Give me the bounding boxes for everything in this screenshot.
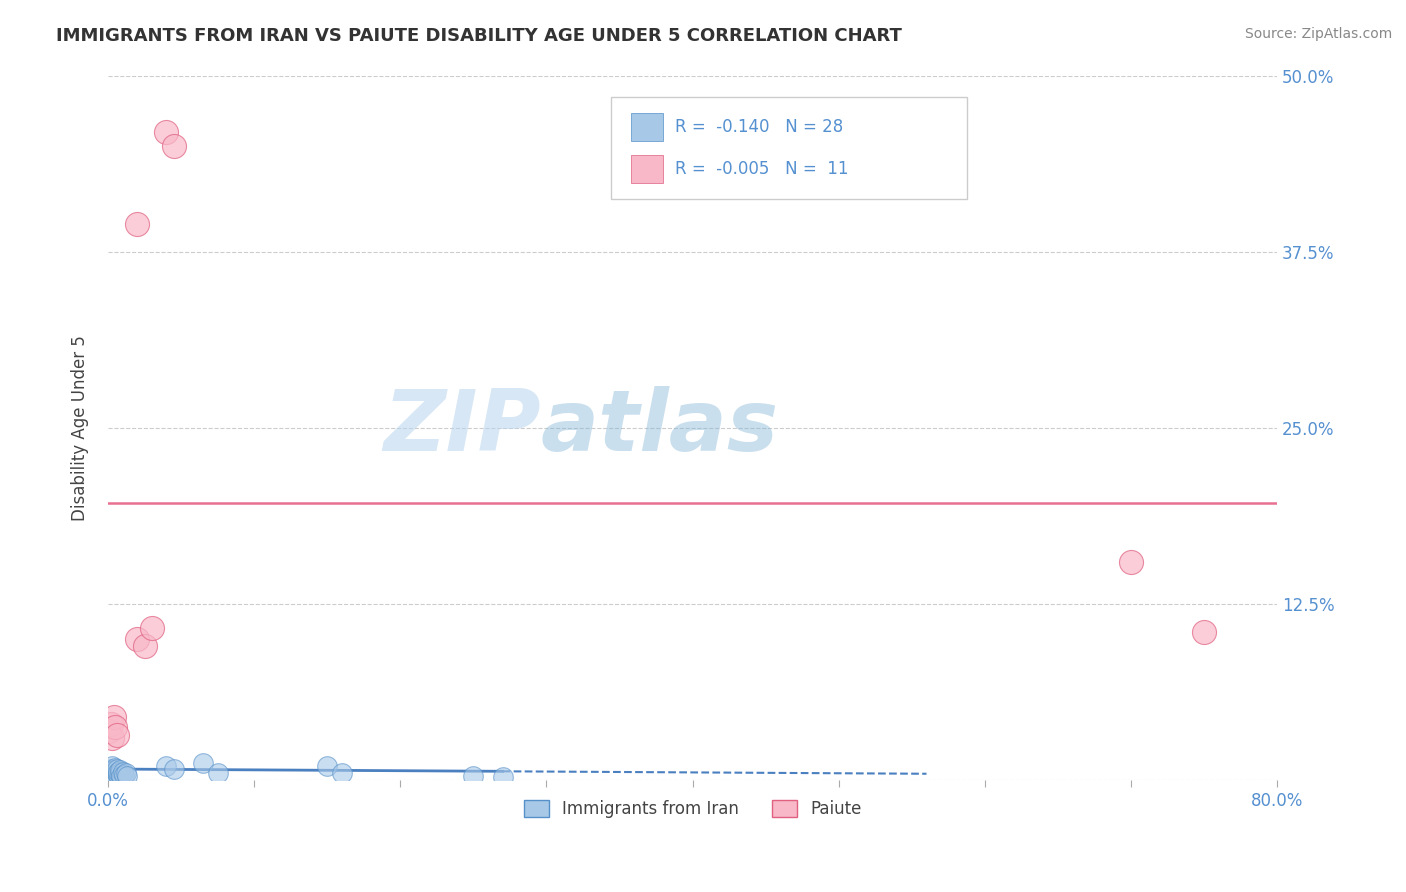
Point [100,717,122,731]
Point [101,764,124,779]
FancyBboxPatch shape [631,155,664,184]
Point [127,632,149,647]
Text: R =  -0.140   N = 28: R = -0.140 N = 28 [675,118,844,136]
Point [163,139,186,153]
Point [108,766,131,780]
Point [98,723,121,738]
Point [105,762,128,776]
Point [101,759,124,773]
Legend: Immigrants from Iran, Paiute: Immigrants from Iran, Paiute [517,793,869,825]
Point [105,766,128,780]
Point [108,764,131,778]
Point [103,769,125,783]
Point [134,640,156,654]
Point [101,731,124,745]
Point [463,769,485,783]
FancyBboxPatch shape [610,96,967,199]
Point [112,767,135,781]
Text: R =  -0.005   N =  11: R = -0.005 N = 11 [675,161,849,178]
Point [104,767,127,781]
Point [330,766,353,780]
Point [104,761,127,775]
Point [104,720,127,734]
Point [100,767,122,781]
Text: IMMIGRANTS FROM IRAN VS PAIUTE DISABILITY AGE UNDER 5 CORRELATION CHART: IMMIGRANTS FROM IRAN VS PAIUTE DISABILIT… [56,27,903,45]
Point [105,728,128,742]
Point [107,767,129,781]
Point [316,759,339,773]
Point [155,125,177,139]
Point [100,762,122,776]
Point [111,764,134,779]
Text: Source: ZipAtlas.com: Source: ZipAtlas.com [1244,27,1392,41]
Point [1119,555,1142,569]
Point [491,771,513,785]
Text: ZIP: ZIP [382,386,541,469]
Point [110,769,132,783]
Point [127,217,149,231]
Point [103,764,125,778]
Point [1192,625,1215,640]
Point [103,710,125,724]
Point [191,756,214,771]
Text: atlas: atlas [541,386,779,469]
Point [207,766,229,780]
Point [163,762,186,776]
Point [114,766,136,780]
Y-axis label: Disability Age Under 5: Disability Age Under 5 [72,335,89,521]
Point [141,621,163,635]
Point [98,766,121,780]
Point [115,769,138,783]
Point [155,759,177,773]
Point [107,764,129,779]
FancyBboxPatch shape [631,113,664,141]
